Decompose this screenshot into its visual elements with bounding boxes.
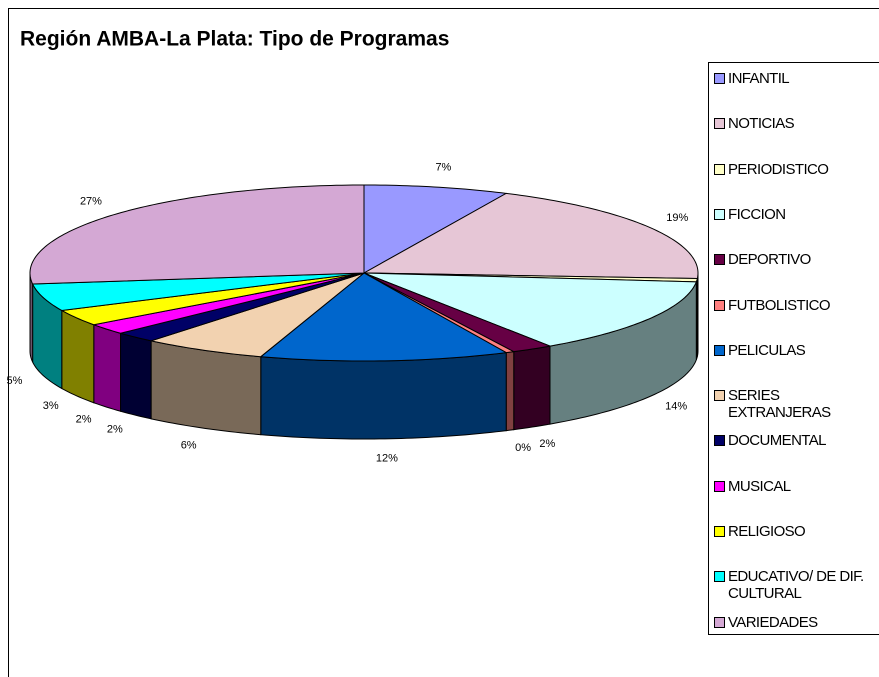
data-label: 2% xyxy=(107,424,123,436)
legend-swatch xyxy=(714,254,725,266)
legend-label: FUTBOLISTICO xyxy=(728,296,831,314)
slice xyxy=(363,272,552,353)
slice xyxy=(259,272,508,362)
slice xyxy=(363,272,698,347)
slice-side xyxy=(120,332,152,420)
legend-label: VARIEDADES xyxy=(728,613,818,631)
data-label: 2% xyxy=(76,414,92,426)
legend-label: SERIES EXTRANJERAS xyxy=(728,387,831,422)
legend-swatch xyxy=(714,571,725,583)
legend-label: NOTICIAS xyxy=(728,115,795,133)
legend-box xyxy=(708,62,879,635)
legend-swatch xyxy=(714,344,725,356)
legend-swatch xyxy=(714,526,725,537)
slice-side xyxy=(61,309,95,404)
legend-swatch xyxy=(714,163,725,175)
slice xyxy=(118,272,365,342)
legend-label: INFANTIL xyxy=(728,70,790,87)
data-label: 2% xyxy=(539,438,555,450)
legend-label: EDUCATIVO/ DE DIF. CULTURAL xyxy=(728,568,864,603)
slice xyxy=(149,272,365,358)
legend-label: PELICULAS xyxy=(728,341,806,359)
legend-label: DOCUMENTAL xyxy=(728,432,827,450)
slice xyxy=(29,184,365,285)
slice-side xyxy=(93,324,122,412)
slice-side xyxy=(29,272,34,363)
legend-swatch xyxy=(714,435,725,447)
slice xyxy=(31,272,365,311)
legend-swatch xyxy=(714,299,725,311)
legend-label: DEPORTIVO xyxy=(728,251,811,269)
data-label: 19% xyxy=(666,212,688,224)
legend-swatch xyxy=(714,73,725,84)
data-label: 3% xyxy=(43,400,59,412)
legend-swatch xyxy=(714,208,725,220)
chart-title: Región AMBA-La Plata: Tipo de Programas xyxy=(20,28,449,51)
legend-swatch xyxy=(714,480,725,492)
data-label: 6% xyxy=(181,440,197,452)
legend-swatch xyxy=(714,118,725,130)
slice xyxy=(91,272,365,334)
data-label: 12% xyxy=(376,453,398,465)
slice-side xyxy=(513,345,551,431)
data-label: 0% xyxy=(515,442,531,454)
legend-label: PERIODISTICO xyxy=(728,160,829,178)
slice xyxy=(362,192,699,280)
slice-side xyxy=(260,352,507,440)
data-label: 27% xyxy=(80,195,102,207)
legend-label: MUSICAL xyxy=(728,477,791,495)
slice xyxy=(363,184,508,274)
data-label: 5% xyxy=(6,375,22,387)
data-label: 7% xyxy=(435,162,451,174)
legend-swatch xyxy=(714,390,725,402)
data-label: 14% xyxy=(665,400,687,412)
slice-side xyxy=(505,351,515,432)
legend-label: FICCION xyxy=(728,205,786,223)
legend-swatch xyxy=(714,616,725,628)
legend-label: RELIGIOSO xyxy=(728,523,806,540)
slice xyxy=(60,272,365,326)
